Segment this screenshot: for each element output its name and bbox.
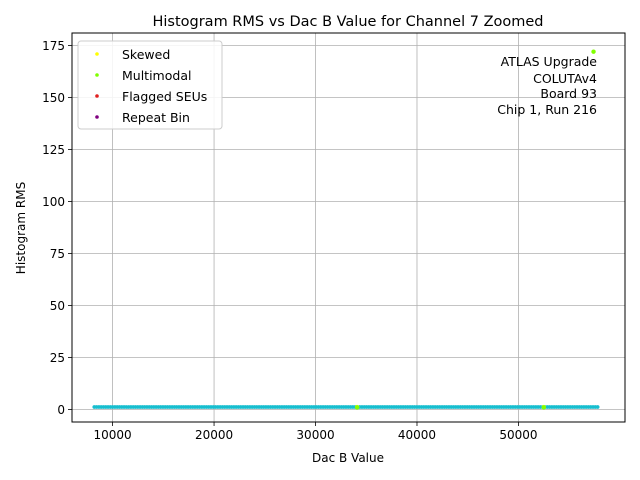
x-tick-label: 50000 [499,428,537,442]
x-tick-label: 30000 [296,428,334,442]
legend-label-flagged-seus: Flagged SEUs [122,89,207,104]
legend-marker-flagged-seus [95,94,99,98]
x-tick-label: 10000 [93,428,131,442]
y-tick-label: 0 [57,403,65,417]
chart-title: Histogram RMS vs Dac B Value for Channel… [152,14,543,30]
annotation: ATLAS Upgrade COLUTAv4 Board 93 Chip 1, … [497,54,597,117]
plot-frame [71,32,626,423]
data-point-multimodal [354,405,360,410]
data-point-normal [595,405,600,409]
y-tick-label: 100 [42,195,65,209]
legend-marker-skewed [95,52,99,56]
annotation-line-4: Chip 1, Run 216 [497,102,597,117]
y-tick-label: 25 [50,351,65,365]
data-point-multimodal [591,49,596,54]
x-tick-label: 40000 [398,428,436,442]
annotation-line-1: ATLAS Upgrade [501,54,598,69]
legend-marker-multimodal [95,73,99,77]
legend-label-multimodal: Multimodal [122,68,191,83]
legend: Skewed Multimodal Flagged SEUs Repeat Bi… [77,40,223,130]
x-axis-label: Dac B Value [312,451,384,465]
data-points [92,49,600,410]
legend-label-repeat-bin: Repeat Bin [122,110,190,125]
annotation-line-2: COLUTAv4 [533,71,597,86]
axis-ticks: 10000 20000 30000 40000 50000 0 25 50 75 100 125 15… [42,39,537,442]
y-tick-label: 75 [50,247,65,261]
y-tick-label: 125 [42,143,65,157]
y-tick-label: 175 [42,39,65,53]
legend-box [77,40,223,130]
y-axis-label: Histogram RMS [14,182,28,274]
x-tick-label: 20000 [195,428,233,442]
y-tick-label: 50 [50,299,65,313]
legend-marker-repeat-bin [95,115,99,119]
legend-label-skewed: Skewed [122,47,170,62]
annotation-line-3: Board 93 [540,86,597,101]
data-point-multimodal [541,405,547,410]
y-tick-label: 150 [42,91,65,105]
